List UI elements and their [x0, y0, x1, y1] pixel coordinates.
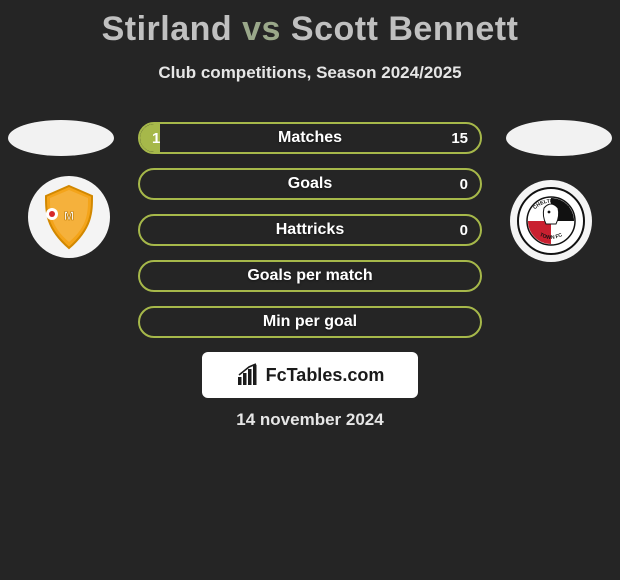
- branding-text: FcTables.com: [266, 365, 385, 386]
- generated-date: 14 november 2024: [0, 410, 620, 430]
- stat-right-value: 15: [451, 124, 468, 152]
- player1-name: Stirland: [102, 10, 233, 48]
- subtitle: Club competitions, Season 2024/2025: [0, 63, 620, 83]
- stat-label: Min per goal: [140, 308, 480, 336]
- club-crest-left: M: [28, 176, 110, 258]
- stat-row-hattricks: Hattricks 0: [138, 214, 482, 246]
- club-crest-right: CHELTENHAM TOWN FC: [510, 180, 592, 262]
- bar-chart-icon: [236, 363, 260, 387]
- stat-label: Matches: [140, 124, 480, 152]
- stat-right-value: 0: [460, 170, 468, 198]
- player2-photo: [506, 120, 612, 156]
- stat-row-min-per-goal: Min per goal: [138, 306, 482, 338]
- stat-row-goals-per-match: Goals per match: [138, 260, 482, 292]
- player1-photo: [8, 120, 114, 156]
- mk-dons-crest-icon: M: [34, 182, 104, 252]
- svg-text:M: M: [64, 209, 74, 223]
- stat-label: Goals per match: [140, 262, 480, 290]
- stat-row-matches: 1 Matches 15: [138, 122, 482, 154]
- stat-right-value: 0: [460, 216, 468, 244]
- stat-label: Hattricks: [140, 216, 480, 244]
- vs-separator: vs: [242, 10, 281, 48]
- stats-container: 1 Matches 15 Goals 0 Hattricks 0 Goals p…: [138, 122, 482, 352]
- branding-box[interactable]: FcTables.com: [202, 352, 418, 398]
- stat-label: Goals: [140, 170, 480, 198]
- cheltenham-town-crest-icon: CHELTENHAM TOWN FC: [516, 186, 586, 256]
- stat-row-goals: Goals 0: [138, 168, 482, 200]
- player2-name: Scott Bennett: [291, 10, 519, 48]
- comparison-title: Stirland vs Scott Bennett: [0, 0, 620, 49]
